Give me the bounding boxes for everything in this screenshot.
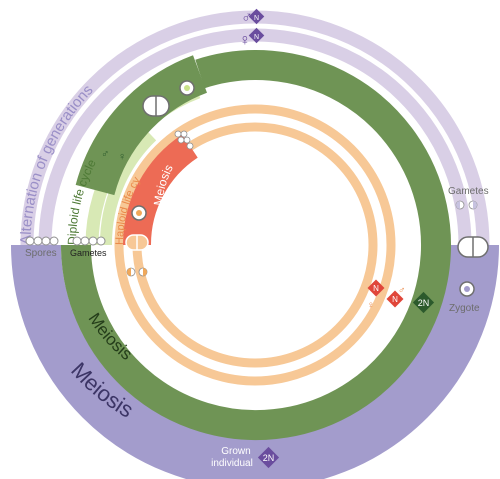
male-symbol-icon: ♂ — [241, 9, 253, 26]
gamete-icon — [96, 236, 106, 246]
n-badge-text: N — [254, 34, 259, 41]
diploid-band — [61, 50, 451, 441]
dividing-cell-icon — [142, 95, 170, 117]
grown-individual-group: Grown individual 2N — [211, 446, 280, 469]
gamete-icon — [72, 236, 82, 246]
haploid-male-symbol-icon: ♂ — [398, 285, 406, 296]
right-dividing-cell-icon — [457, 236, 489, 258]
haploid-dividing-cell-icon — [125, 234, 149, 251]
haploid-outer-ring — [114, 104, 396, 386]
spore-icon — [41, 236, 51, 246]
small-cell-icon — [174, 130, 182, 138]
n-badge-diamond-icon — [386, 290, 404, 308]
gamete-icon — [80, 236, 90, 246]
diploid-band-top — [75, 55, 208, 196]
diploid-2n-text: 2N — [418, 298, 430, 308]
haploid-female-symbol-icon: ♀ — [367, 300, 375, 311]
n-badge-text: N — [254, 15, 259, 22]
diploid-ring — [61, 50, 451, 441]
alternation-ring — [11, 10, 499, 479]
small-cell-icon — [183, 136, 191, 144]
zygote-cell-icon — [459, 281, 475, 297]
gamete-icon — [88, 236, 98, 246]
n-badge-diamond-icon — [367, 279, 385, 297]
haploid-ring — [114, 104, 396, 386]
spores-group: Spores — [25, 236, 59, 259]
female-symbol-icon: ♀ — [239, 32, 251, 49]
haploid-small-cells — [174, 130, 194, 150]
grown-label-line2: individual — [211, 458, 253, 469]
haploid-n-text: N — [392, 295, 398, 304]
alternation-meiosis-band — [11, 244, 499, 479]
haploid-meiosis-band — [122, 134, 199, 246]
diploid-2n-badge: 2N — [412, 291, 435, 314]
spores-label: Spores — [25, 248, 57, 259]
haploid-half-cells — [126, 267, 148, 277]
small-cell-icon — [180, 130, 188, 138]
spore-icon — [49, 236, 59, 246]
diploid-gametes-label: Gametes — [70, 248, 107, 258]
spore-icon — [33, 236, 43, 246]
nucleus-cell-icon — [179, 80, 195, 96]
diploid-male-symbol-icon: ♂ — [101, 148, 109, 160]
diploid-light-ring-inner — [99, 131, 157, 246]
right-gametes-icons — [455, 200, 478, 210]
haploid-nucleus-cell-icon — [131, 205, 147, 221]
haploid-n-text: N — [373, 284, 379, 293]
spore-icon — [25, 236, 35, 246]
alternation-female-badge-group: ♀ N — [239, 27, 265, 49]
zygote-label: Zygote — [449, 303, 480, 314]
diploid-female-symbol-icon: ♀ — [118, 151, 126, 163]
small-cell-icon — [186, 142, 194, 150]
diploid-gametes-group: Gametes — [70, 236, 107, 258]
small-cell-icon — [177, 136, 185, 144]
alternation-gametes-label: Gametes — [448, 186, 489, 197]
haploid-n-badges: N N ♂ ♀ — [367, 279, 406, 311]
grown-2n-text: 2N — [263, 453, 275, 463]
grown-label-line1: Grown — [221, 446, 250, 457]
